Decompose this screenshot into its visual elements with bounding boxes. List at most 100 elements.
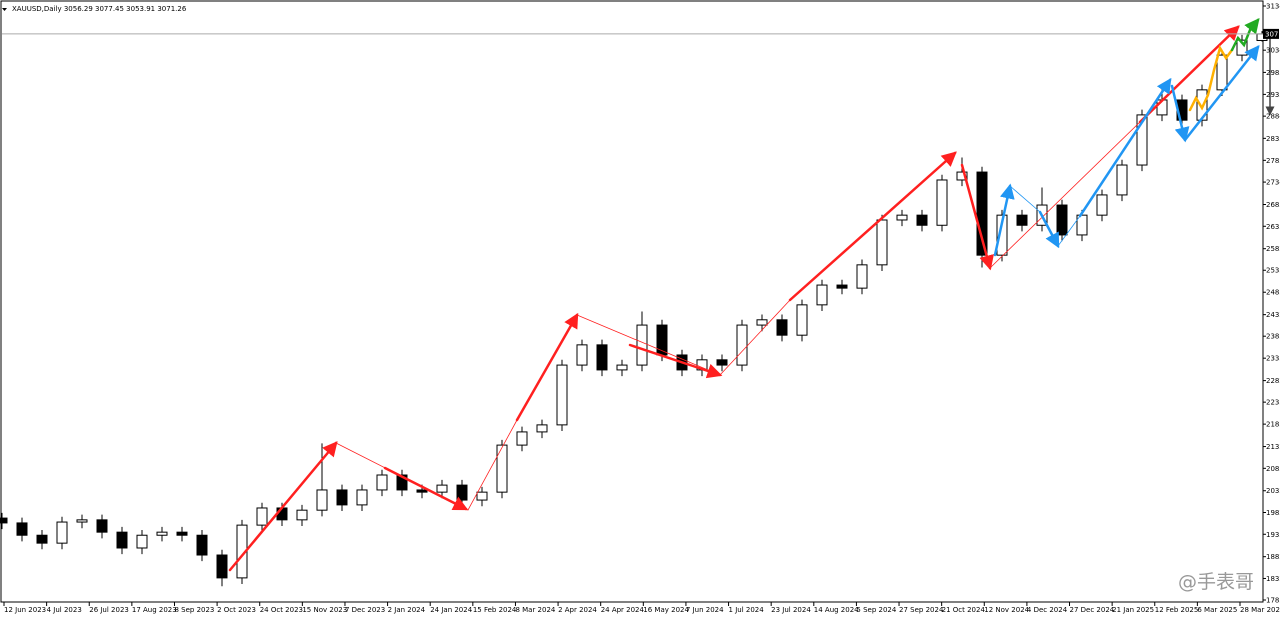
candle-body (796, 304, 808, 336)
x-tick-label: 28 Mar 2025 (1240, 606, 1280, 614)
candle-body (1136, 114, 1148, 166)
candle-body (296, 509, 308, 521)
candle-body (516, 431, 528, 446)
candle-body (396, 474, 408, 491)
arrow (1188, 44, 1234, 112)
x-tick-label: 2 Jan 2024 (388, 606, 426, 614)
candle-body (556, 364, 568, 426)
arrow (383, 466, 469, 511)
candle-body (56, 521, 68, 544)
candle-body (816, 284, 828, 306)
x-tick-label: 12 Jun 2023 (4, 606, 46, 614)
x-tick-label: 5 Sep 2024 (856, 606, 896, 614)
candle-body (316, 489, 328, 511)
x-tick-label: 12 Nov 2024 (984, 606, 1029, 614)
arrow (993, 183, 1015, 257)
y-tick-label: 1783.70 (1266, 597, 1280, 605)
candle-body (1016, 214, 1028, 226)
arrow (960, 163, 994, 271)
x-tick-label: 1 Jul 2024 (729, 606, 765, 614)
arrow (628, 343, 723, 379)
x-tick-label: 15 Nov 2023 (302, 606, 347, 614)
x-tick-label: 21 Oct 2024 (942, 606, 986, 614)
arrow (1183, 45, 1260, 142)
candle-body (756, 319, 768, 326)
x-tick-label: 21 Jan 2025 (1112, 606, 1154, 614)
x-tick-label: 24 Apr 2024 (601, 606, 645, 614)
candle-body (196, 534, 208, 556)
y-tick-label: 1882.20 (1266, 553, 1280, 561)
chart-title: XAUUSD,Daily 3056.29 3077.45 3053.91 307… (12, 5, 187, 13)
candles (0, 31, 1268, 587)
candle-body (956, 171, 968, 181)
y-tick-label: 2633.70 (1266, 223, 1280, 231)
candle-body (616, 364, 628, 371)
candle-body (476, 491, 488, 501)
arrow (515, 312, 579, 422)
x-tick-label: 2 Oct 2023 (217, 606, 256, 614)
y-tick-label: 2483.70 (1266, 289, 1280, 297)
x-tick-label: 15 Feb 2024 (473, 606, 517, 614)
x-tick-label: 6 Mar 2025 (1197, 606, 1237, 614)
y-tick-label: 3134.70 (1266, 3, 1280, 11)
x-tick-label: 24 Oct 2023 (260, 606, 303, 614)
current-price-label: 3071.26 (1265, 30, 1280, 38)
x-tick-label: 12 Feb 2025 (1155, 606, 1199, 614)
candle-body (636, 324, 648, 366)
candle-body (576, 344, 588, 366)
candle-body (996, 214, 1008, 256)
arrow (1078, 77, 1172, 218)
candle-body (76, 519, 88, 523)
candle-body (876, 219, 888, 266)
candle-body (1216, 54, 1228, 91)
y-tick-label: 2383.70 (1266, 333, 1280, 341)
watermark: @手表哥 (1178, 571, 1254, 593)
y-tick-label: 2783.70 (1266, 157, 1280, 165)
x-tick-label: 23 Jul 2024 (771, 606, 811, 614)
candle-body (116, 531, 128, 549)
candle-body (276, 507, 288, 521)
candle-body (456, 484, 468, 501)
x-tick-label: 27 Sep 2024 (899, 606, 944, 614)
y-tick-label: 2933.70 (1266, 91, 1280, 99)
candle-body (336, 489, 348, 506)
menu-icon (2, 8, 7, 11)
current-price-box (1263, 28, 1279, 39)
y-tick-label: 2333.70 (1266, 355, 1280, 363)
y-tick-label: 1832.70 (1266, 575, 1280, 583)
y-tick-label: 2884.20 (1266, 113, 1280, 121)
x-tick-label: 8 Sep 2023 (174, 606, 214, 614)
y-tick-label: 2183.70 (1266, 421, 1280, 429)
candle-body (256, 507, 268, 526)
candle-body (376, 474, 388, 491)
y-tick-label: 2533.70 (1266, 267, 1280, 275)
x-tick-label: 17 Aug 2023 (132, 606, 177, 614)
arrow (1138, 25, 1240, 124)
candle-body (1096, 194, 1108, 216)
x-tick-label: 7 Dec 2023 (345, 606, 385, 614)
arrow (1170, 84, 1190, 143)
arrow (989, 121, 1141, 269)
arrow (1038, 210, 1060, 249)
x-tick-label: 2 Apr 2024 (558, 606, 597, 614)
arrow (228, 441, 338, 572)
x-tick-label: 16 May 2024 (643, 606, 689, 614)
candle-body (156, 531, 168, 536)
candle-body (1056, 204, 1068, 236)
candle-body (36, 534, 48, 544)
x-tick-label: 4 Dec 2024 (1027, 606, 1068, 614)
arrow (719, 299, 791, 376)
arrow (576, 314, 721, 376)
arrow (1057, 215, 1081, 247)
arrow (467, 419, 518, 511)
x-tick-label: 7 Jun 2024 (686, 606, 724, 614)
candle-body (416, 489, 428, 493)
